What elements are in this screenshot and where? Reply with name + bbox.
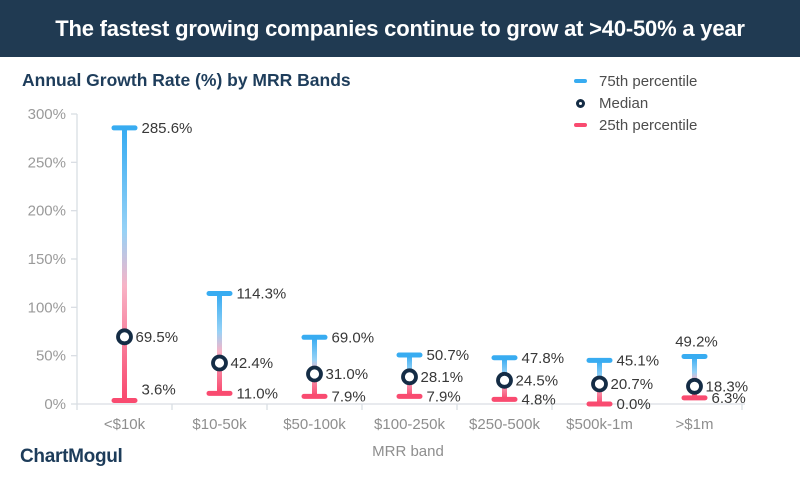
- p25-cap: [681, 395, 708, 401]
- legend: 75th percentile Median 25th percentile: [567, 70, 772, 136]
- p75-cap: [586, 357, 613, 363]
- percentile-75-dash-icon: [567, 79, 593, 83]
- y-tick-label: 250%: [28, 154, 66, 171]
- value-label: 18.3%: [706, 378, 749, 395]
- value-label: 42.4%: [231, 355, 274, 372]
- stem: [692, 356, 697, 398]
- range-bar-$500k-1m: 45.1% 20.7% 0.0%: [586, 352, 660, 413]
- value-label: 28.1%: [421, 369, 464, 386]
- range-bar-$250-500k: 47.8% 24.5% 4.8%: [491, 350, 565, 408]
- headline-banner: The fastest growing companies continue t…: [0, 0, 800, 57]
- median-marker: [306, 365, 323, 383]
- value-label: 24.5%: [516, 372, 559, 389]
- p75-cap: [396, 352, 423, 358]
- median-marker: [401, 368, 418, 386]
- percentile-25-dash-icon: [567, 123, 593, 127]
- percentile-range-chart: 0% 50% 100% 150% 200% 250% 300% <$10k $10-50k $50…: [28, 106, 748, 433]
- p75-cap: [111, 125, 138, 131]
- value-label: 7.9%: [332, 388, 366, 405]
- y-tick-label: 100%: [28, 299, 66, 316]
- value-label: 31.0%: [326, 366, 369, 383]
- x-category-label: <$10k: [104, 416, 146, 433]
- legend-item-25th: 25th percentile: [567, 114, 772, 136]
- median-marker: [116, 328, 133, 346]
- legend-item-75th: 75th percentile: [567, 70, 772, 92]
- chart-bars: 285.6% 69.5% 3.6% 114.3% 42.4% 11.0% 69.0% 31.0…: [111, 120, 748, 413]
- value-label: 69.0%: [332, 329, 375, 346]
- x-category-label: >$1m: [676, 416, 714, 433]
- range-bar-$100-250k: 50.7% 28.1% 7.9%: [396, 347, 470, 405]
- value-label: 50.7%: [427, 347, 470, 364]
- legend-label: 75th percentile: [599, 72, 698, 90]
- x-axis-title: MRR band: [372, 443, 444, 460]
- p25-cap: [586, 401, 613, 407]
- range-bar->$1m: 49.2% 18.3%6.3%: [675, 333, 748, 406]
- value-label: 11.0%: [237, 385, 278, 402]
- value-label: 3.6%: [142, 382, 176, 399]
- headline-text: The fastest growing companies continue t…: [55, 15, 745, 41]
- x-category-label: $10-50k: [192, 416, 247, 433]
- p75-cap: [681, 353, 708, 359]
- value-label: 0.0%: [617, 396, 651, 413]
- x-category-label: $250-500k: [469, 416, 540, 433]
- range-bar-$10-50k: 114.3% 42.4% 11.0%: [206, 286, 287, 402]
- x-category-label: $500k-1m: [566, 416, 633, 433]
- legend-item-median: Median: [567, 92, 772, 114]
- value-label: 20.7%: [611, 376, 654, 393]
- median-ring-icon: [567, 98, 593, 108]
- chart-axes: 0% 50% 100% 150% 200% 250% 300% <$10k $10-50k $50…: [28, 106, 745, 433]
- y-tick-label: 0%: [44, 396, 66, 413]
- p75-cap: [301, 334, 328, 340]
- value-label: 114.3%: [237, 286, 287, 303]
- chart-title: Annual Growth Rate (%) by MRR Bands: [22, 70, 351, 90]
- legend-label: 25th percentile: [599, 116, 698, 134]
- p25-cap: [301, 393, 328, 399]
- median-marker: [591, 375, 608, 393]
- p25-cap: [491, 396, 518, 402]
- value-label: 6.3%: [712, 390, 746, 407]
- range-bar-$50-100k: 69.0% 31.0% 7.9%: [301, 329, 375, 405]
- y-tick-label: 200%: [28, 203, 66, 220]
- p75-cap: [206, 291, 233, 297]
- value-label: 285.6%: [142, 120, 193, 137]
- value-label: 47.8%: [522, 350, 565, 367]
- chartmogul-logo: ChartMogul: [20, 446, 123, 467]
- y-tick-label: 50%: [36, 348, 66, 365]
- median-marker: [496, 371, 513, 389]
- value-label: 7.9%: [427, 388, 461, 405]
- x-category-label: $100-250k: [374, 416, 445, 433]
- p25-cap: [396, 393, 423, 399]
- value-label: 45.1%: [617, 352, 660, 369]
- range-bar-<$10k: 285.6% 69.5% 3.6%: [111, 120, 193, 404]
- stem: [217, 293, 222, 394]
- x-category-label: $50-100k: [283, 416, 346, 433]
- value-label: 69.5%: [136, 329, 179, 346]
- value-label: 4.8%: [522, 391, 556, 408]
- value-label: 49.2%: [675, 333, 718, 350]
- y-tick-label: 150%: [28, 251, 66, 268]
- median-marker: [686, 377, 703, 395]
- p75-cap: [491, 355, 518, 361]
- p25-cap: [206, 390, 233, 396]
- p25-cap: [111, 398, 138, 404]
- legend-label: Median: [599, 94, 649, 112]
- median-marker: [211, 354, 228, 372]
- y-tick-label: 300%: [28, 106, 66, 123]
- stem: [122, 127, 127, 401]
